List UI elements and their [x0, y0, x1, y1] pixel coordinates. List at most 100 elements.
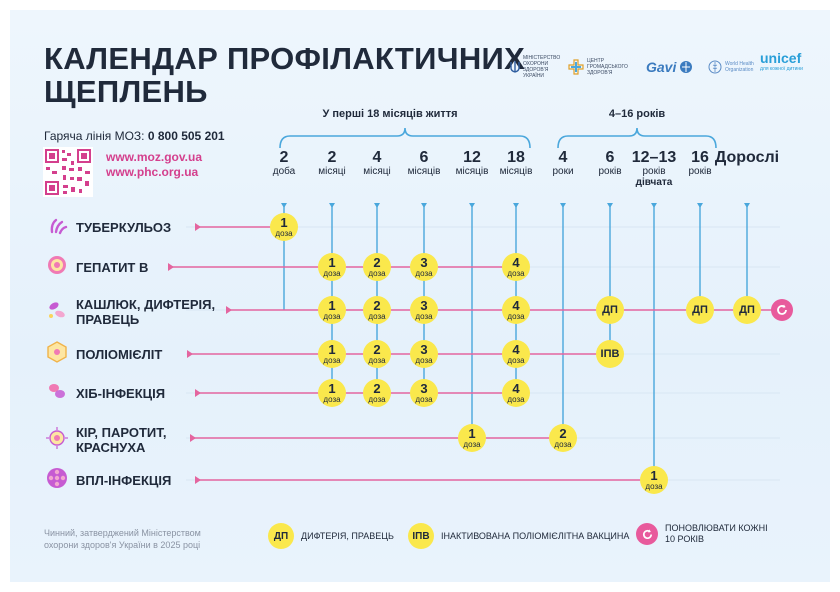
dose-number: 1: [328, 342, 336, 357]
age-num: Дорослі: [714, 149, 780, 166]
dose-number: 1: [280, 215, 288, 230]
disease-name: ВПЛ-ІНФЕКЦІЯ: [76, 473, 172, 488]
age-num: 12–13: [631, 149, 677, 166]
group-label-infancy: У перші 18 місяців життя: [322, 108, 458, 120]
dose-number: 3: [420, 381, 428, 396]
hotline-label: Гаряча лінія МОЗ:: [44, 129, 145, 143]
dose-number: 3: [420, 298, 428, 313]
timeline-arrow: [190, 434, 196, 442]
dose-marker: 2 доза: [363, 253, 391, 281]
disease-row-label: КІР, ПАРОТИТ, КРАСНУХА: [46, 425, 186, 455]
qr-code-icon[interactable]: [43, 147, 93, 197]
who-emblem-icon: [708, 60, 722, 74]
legend-chip-dp: ДП: [268, 523, 294, 549]
dose-marker: 1 доза: [270, 213, 298, 241]
dose-marker: 4 доза: [502, 379, 530, 407]
dose-number: 2: [373, 342, 381, 357]
dose-label: доза: [415, 312, 433, 321]
age-header: 18 місяців: [500, 149, 533, 177]
logo-gavi: Gavi: [646, 50, 693, 84]
renew-every-10-years-icon: [771, 299, 793, 321]
age-header: Дорослі: [715, 149, 779, 166]
polio-icon: [46, 341, 68, 368]
disease-name: КІР, ПАРОТИТ, КРАСНУХА: [76, 425, 167, 455]
age-num: 18: [507, 149, 525, 166]
timeline-arrow: [226, 306, 232, 314]
legend-chip-ipv: ІПВ: [408, 523, 434, 549]
dose-number: 1: [328, 381, 336, 396]
dose-number: 4: [512, 298, 520, 313]
hpv-icon: [46, 467, 68, 494]
hepatitis-b-icon: [46, 254, 68, 281]
age-header: 2 місяці: [318, 149, 345, 177]
age-num: 2: [327, 149, 337, 166]
vaccine-tag-marker: ІПВ: [596, 340, 624, 368]
age-column-marker: [469, 203, 475, 208]
age-header: 6 місяців: [408, 149, 441, 177]
age-unit: місяців: [455, 166, 489, 177]
dose-marker: 3 доза: [410, 379, 438, 407]
dose-label: доза: [368, 356, 386, 365]
disease-row-label: ТУБЕРКУЛЬОЗ: [46, 214, 171, 241]
pertussis-icon: [46, 299, 68, 326]
legend-text-dp: ДИФТЕРІЯ, ПРАВЕЦЬ: [301, 530, 394, 541]
age-column-marker: [560, 203, 566, 208]
timeline-arrow: [195, 389, 201, 397]
dose-label: доза: [507, 269, 525, 278]
dose-label: доза: [463, 440, 481, 449]
footer-note: Чинний, затверджений Міністерством охоро…: [44, 528, 201, 550]
disease-row-label: ВПЛ-ІНФЕКЦІЯ: [46, 467, 171, 494]
dose-number: 1: [650, 468, 658, 483]
dose-marker: 3 доза: [410, 340, 438, 368]
age-header: 12–13 років дівчата: [632, 149, 677, 188]
vaccine-tag: ДП: [739, 304, 755, 316]
hotline: Гаряча лінія МОЗ: 0 800 505 201: [44, 129, 225, 143]
website-links: www.moz.gov.ua www.phc.org.ua: [106, 150, 202, 180]
vaccine-tag-marker: ДП: [596, 296, 624, 324]
dose-marker: 1 доза: [318, 296, 346, 324]
age-header: 12 місяців: [456, 149, 489, 177]
dose-number: 1: [328, 255, 336, 270]
age-header: 6 років: [598, 149, 621, 177]
dose-marker: 4 доза: [502, 253, 530, 281]
dose-number: 2: [373, 255, 381, 270]
age-column-marker: [744, 203, 750, 208]
renew-icon: [636, 523, 658, 545]
disease-row-label: ХІБ-ІНФЕКЦІЯ: [46, 380, 165, 407]
vaccine-tag-marker: ДП: [733, 296, 761, 324]
logo-phc: ЦЕНТР ГРОМАДСЬКОГО ЗДОРОВ'Я: [568, 50, 628, 84]
hotline-number[interactable]: 0 800 505 201: [147, 129, 225, 143]
dose-label: доза: [507, 312, 525, 321]
dose-label: доза: [368, 269, 386, 278]
age-num: 4: [558, 149, 568, 166]
link-moz[interactable]: www.moz.gov.ua: [106, 150, 203, 164]
dose-label: доза: [275, 229, 293, 238]
dose-marker: 1 доза: [318, 253, 346, 281]
age-unit: років: [688, 166, 712, 177]
age-unit: місяців: [499, 166, 533, 177]
age-unit: років: [598, 166, 622, 177]
age-header: 2 доба: [273, 149, 295, 177]
age-column-marker: [421, 203, 427, 208]
disease-row-label: ГЕПАТИТ В: [46, 254, 148, 281]
bracket-school: [557, 127, 717, 149]
disease-name: ГЕПАТИТ В: [76, 260, 149, 275]
vaccination-calendar-poster: КАЛЕНДАР ПРОФІЛАКТИЧНИХ ЩЕПЛЕНЬ Гаряча л…: [10, 10, 830, 582]
dose-label: доза: [323, 356, 341, 365]
dose-number: 1: [328, 298, 336, 313]
disease-name: ТУБЕРКУЛЬОЗ: [76, 220, 172, 235]
age-column-marker: [513, 203, 519, 208]
link-phc[interactable]: www.phc.org.ua: [106, 165, 199, 179]
dose-marker: 2 доза: [363, 340, 391, 368]
title-line-1: КАЛЕНДАР ПРОФІЛАКТИЧНИХ: [44, 41, 526, 76]
age-num: 2: [279, 149, 289, 166]
age-header: 4 роки: [552, 149, 573, 177]
vaccine-tag-marker: ДП: [686, 296, 714, 324]
dose-marker: 2 доза: [363, 379, 391, 407]
legend-text-ipv: ІНАКТИВОВАНА ПОЛІОМІЄЛІТНА ВАКЦИНА: [441, 530, 630, 541]
legend-ipv: ІПВ ІНАКТИВОВАНА ПОЛІОМІЄЛІТНА ВАКЦИНА: [408, 523, 629, 549]
measles-icon: [46, 426, 68, 454]
tuberculosis-icon: [46, 214, 68, 241]
age-num: 12: [463, 149, 481, 166]
timeline-arrow: [187, 350, 193, 358]
